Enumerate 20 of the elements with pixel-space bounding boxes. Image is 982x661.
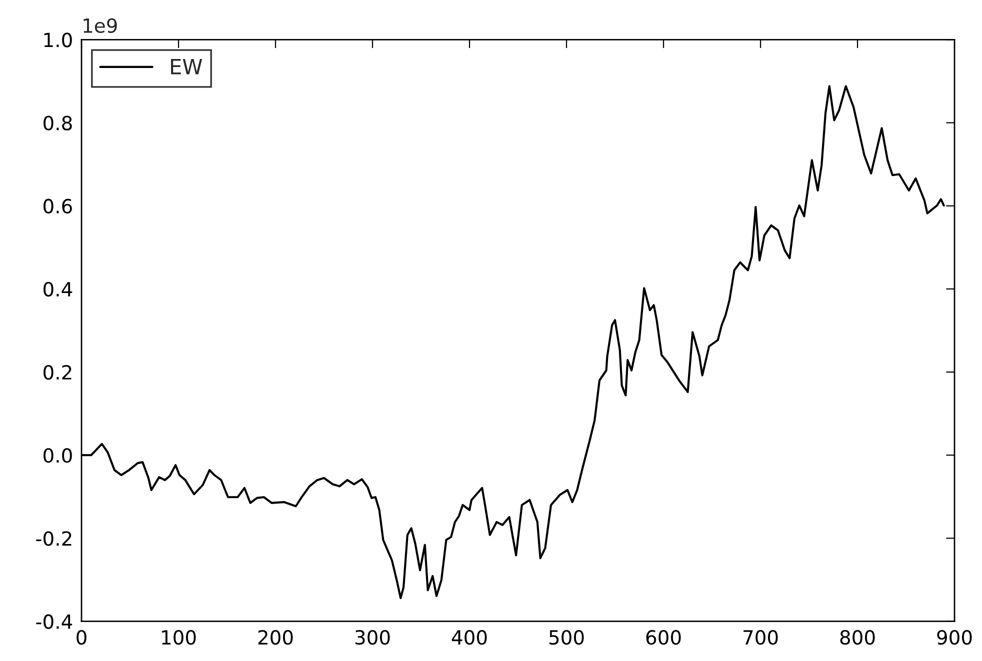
x-tick-label: 600	[646, 630, 681, 645]
x-tick-label: 700	[744, 630, 778, 645]
x-tick-label: 500	[549, 630, 584, 645]
x-tick-label: 200	[258, 630, 293, 645]
x-tick-label: 900	[937, 630, 972, 645]
x-tick-label: 0	[76, 630, 86, 645]
y-tick-label: -0.2	[36, 531, 72, 546]
x-tick-label: 100	[162, 630, 196, 645]
y-tick-label: 0.6	[44, 198, 72, 214]
y-tick-label: 0.0	[44, 448, 72, 463]
y-tick-label: 0.2	[44, 365, 72, 380]
x-tick-label: 300	[355, 630, 390, 645]
text: 1e9	[84, 18, 117, 33]
legend-label: EW	[171, 59, 202, 74]
y-tick-label: 1.0	[44, 32, 72, 48]
y-tick-label: -0.4	[36, 614, 72, 630]
y-tick-label: 0.4	[44, 282, 72, 297]
y-tick-label: 0.8	[44, 116, 72, 130]
x-tick-label: 800	[840, 630, 875, 645]
x-tick-label: 400	[452, 630, 487, 645]
